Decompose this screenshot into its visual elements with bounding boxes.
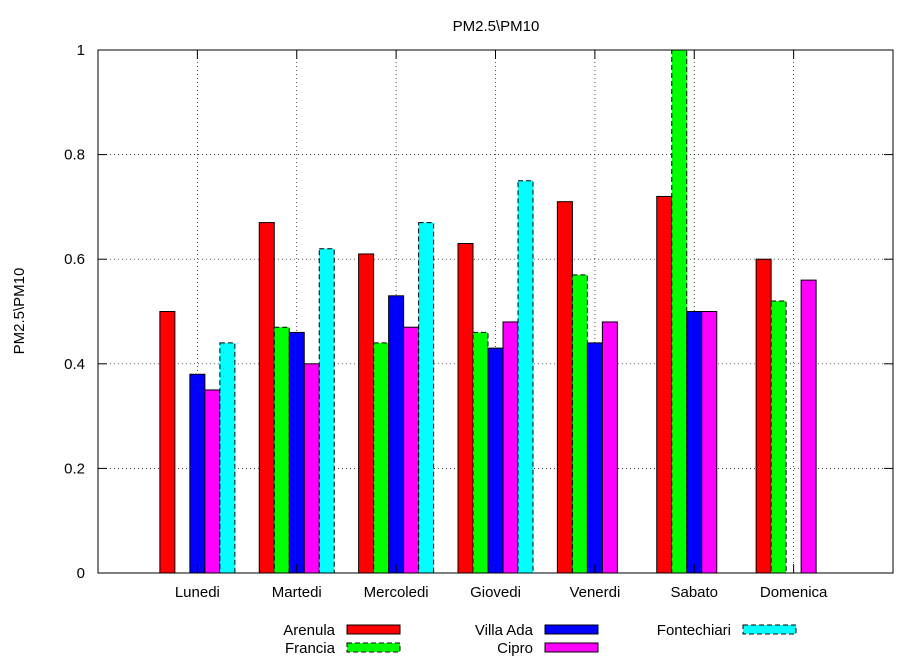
bar — [373, 342, 390, 574]
bar — [288, 331, 305, 574]
y-tick-label: 0.6 — [64, 251, 85, 268]
x-tick-label: Sabato — [670, 584, 718, 601]
x-tick-label: Venerdi — [569, 584, 620, 601]
bar — [517, 180, 534, 574]
bar — [701, 311, 718, 574]
x-tick-label: Lunedi — [175, 584, 220, 601]
bar — [671, 49, 688, 574]
bar — [303, 363, 320, 574]
y-axis-label: PM2.5\PM10 — [11, 268, 28, 355]
chart-title: PM2.5\PM10 — [453, 18, 540, 35]
legend-swatch — [346, 624, 401, 635]
bar — [487, 347, 504, 574]
legend-label: Villa Ada — [475, 622, 534, 639]
bar — [318, 248, 335, 574]
legend-label: Arenula — [283, 622, 335, 639]
y-tick-label: 1 — [77, 42, 85, 59]
legend-label: Cipro — [497, 640, 533, 657]
bar — [601, 321, 618, 574]
bar — [388, 295, 405, 574]
bar — [358, 253, 375, 574]
legend-label: Francia — [285, 640, 336, 657]
y-tick-label: 0 — [77, 565, 85, 582]
bar — [403, 326, 420, 574]
legend-swatch — [346, 642, 401, 653]
y-tick-label: 0.2 — [64, 460, 85, 477]
bar — [800, 279, 817, 574]
legend-label: Fontechiari — [657, 622, 731, 639]
bar — [656, 195, 673, 574]
bar — [189, 373, 206, 574]
x-tick-label: Mercoledi — [364, 584, 429, 601]
bar — [571, 274, 588, 574]
bar — [159, 311, 176, 574]
bar — [586, 342, 603, 574]
x-tick-label: Giovedi — [470, 584, 521, 601]
bar — [258, 222, 275, 574]
bar — [273, 326, 290, 574]
bar — [770, 300, 787, 574]
bars — [159, 49, 817, 574]
axes: 0 0.2 0.4 0.6 0.8 1 Lunedi Martedi Mercoledi Giov… — [64, 42, 893, 601]
legend-swatch — [742, 624, 797, 635]
bar — [457, 243, 474, 574]
bar — [204, 389, 221, 574]
bar — [502, 321, 519, 574]
y-tick-label: 0.8 — [64, 147, 85, 164]
x-tick-label: Martedi — [272, 584, 322, 601]
bar — [556, 201, 573, 574]
bar — [472, 331, 489, 574]
bar — [219, 342, 236, 574]
bar — [418, 222, 435, 574]
y-tick-label: 0.4 — [64, 356, 85, 373]
x-tick-label: Domenica — [760, 584, 828, 601]
legend-swatch — [544, 624, 599, 635]
bar — [686, 311, 703, 574]
legend-swatch — [544, 642, 599, 653]
bar — [755, 258, 772, 574]
